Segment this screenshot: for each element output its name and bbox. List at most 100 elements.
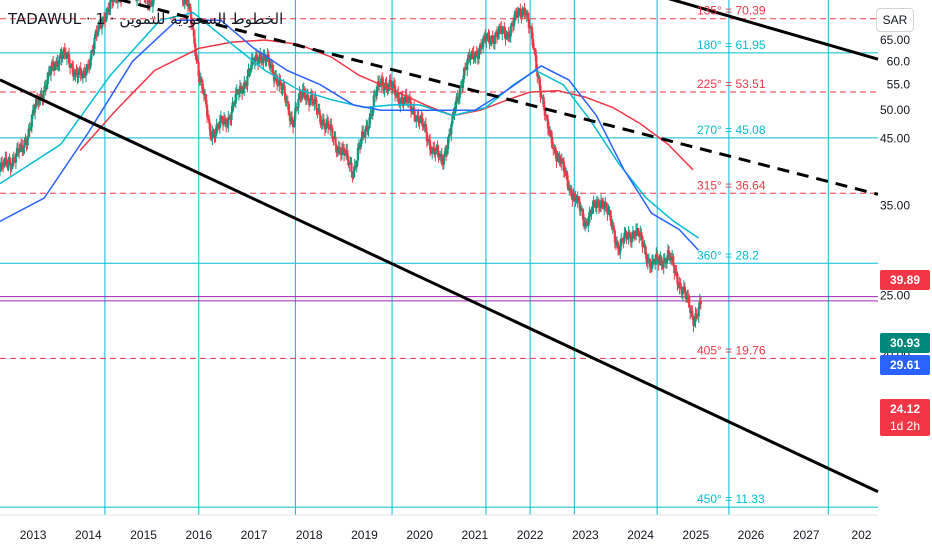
x-tick-label: 2018 xyxy=(296,528,323,542)
candle-body xyxy=(353,165,356,171)
candle-body xyxy=(591,207,594,214)
x-tick-label: 2016 xyxy=(185,528,212,542)
trend-channel-line xyxy=(0,78,879,494)
candle-body xyxy=(422,126,425,128)
candle-body xyxy=(23,140,26,148)
candle-body xyxy=(369,114,372,118)
y-tick-label: 35.00 xyxy=(880,199,910,213)
candle-body xyxy=(392,83,396,86)
candle-body xyxy=(280,82,283,90)
candle-body xyxy=(427,139,431,141)
candle-body xyxy=(201,83,204,94)
candle-body xyxy=(406,101,409,103)
candle-body xyxy=(230,112,233,121)
candle-body xyxy=(225,118,228,127)
candle-body xyxy=(372,95,375,107)
candle-body xyxy=(362,131,365,135)
candle-body xyxy=(424,123,427,133)
candle-body xyxy=(694,313,697,322)
candle-body xyxy=(188,4,192,12)
candle-body xyxy=(383,89,386,91)
candle-body xyxy=(610,220,613,228)
candle-body xyxy=(308,99,312,105)
candle-body xyxy=(602,200,605,210)
candle-body xyxy=(565,171,569,181)
candle-body xyxy=(538,76,541,86)
candle-body xyxy=(687,295,690,297)
candle-body xyxy=(622,241,625,243)
candle-body xyxy=(605,202,608,208)
candle-body xyxy=(498,26,501,35)
candle-body xyxy=(368,117,371,128)
x-tick-label: 2022 xyxy=(517,528,544,542)
moving-averages xyxy=(0,11,700,251)
gann-level-label: 225° = 53.51 xyxy=(697,77,766,91)
candle-body xyxy=(93,37,96,50)
candle-body xyxy=(660,257,663,265)
candle-body xyxy=(283,85,286,95)
candle-body xyxy=(112,0,115,3)
candle-body xyxy=(623,233,626,242)
candle-body xyxy=(10,164,13,170)
candle-body xyxy=(152,0,156,1)
candle-body xyxy=(471,51,474,53)
candle-body xyxy=(315,99,318,110)
candle-body xyxy=(92,49,95,52)
candle-body xyxy=(469,59,472,61)
candle-body xyxy=(313,98,316,105)
candle-body xyxy=(543,107,546,116)
trend-channel xyxy=(0,0,879,494)
candle-body xyxy=(214,133,217,138)
candle-body xyxy=(688,296,691,308)
candle-body xyxy=(381,78,384,82)
candle-body xyxy=(227,117,230,126)
candle-body xyxy=(374,95,378,97)
candle-body xyxy=(587,222,590,226)
candle-body xyxy=(29,126,32,131)
candle-body xyxy=(355,160,358,168)
candle-body xyxy=(616,242,620,249)
candle-body xyxy=(556,156,559,162)
gann-level-label: 135° = 70.39 xyxy=(697,4,766,18)
candle-body xyxy=(90,50,93,60)
candle-body xyxy=(146,0,149,4)
candle-body xyxy=(331,128,334,139)
candle-body xyxy=(468,54,471,60)
candle-body xyxy=(260,53,263,61)
candle-body xyxy=(105,13,108,22)
x-tick-label: 2015 xyxy=(130,528,157,542)
candle-body xyxy=(574,194,577,202)
candle-body xyxy=(461,79,465,88)
candle-body xyxy=(205,104,209,117)
candle-body xyxy=(448,134,451,138)
y-tick-label: 65.00 xyxy=(880,33,910,47)
gann-level-label: 360° = 28.2 xyxy=(697,248,759,262)
candle-body xyxy=(5,157,8,165)
candle-body xyxy=(149,0,152,2)
candle-body xyxy=(542,97,545,108)
candle-body xyxy=(58,55,61,66)
currency-button[interactable]: SAR xyxy=(876,8,914,32)
symbol-label[interactable]: TADAWUL · الخطوط السعودية للتموين · 1 xyxy=(8,10,284,28)
candle-body xyxy=(493,35,496,45)
candle-body xyxy=(244,82,247,85)
candle-body xyxy=(89,59,92,69)
candle-body xyxy=(183,0,186,5)
candle-body xyxy=(204,94,208,105)
candle-body xyxy=(200,78,203,84)
candle-body xyxy=(306,94,310,99)
x-tick-label: 2017 xyxy=(241,528,268,542)
candle-body xyxy=(445,149,449,155)
candle-body xyxy=(71,64,74,68)
candle-body xyxy=(650,261,654,269)
candle-body xyxy=(641,236,644,247)
candle-body xyxy=(405,94,408,102)
candle-body xyxy=(38,98,41,105)
candle-body xyxy=(46,72,49,84)
candle-body xyxy=(648,258,651,267)
y-tick-label: 45.00 xyxy=(880,131,910,145)
candle-body xyxy=(667,250,671,254)
candle-body xyxy=(77,71,80,78)
candle-body xyxy=(612,225,615,231)
